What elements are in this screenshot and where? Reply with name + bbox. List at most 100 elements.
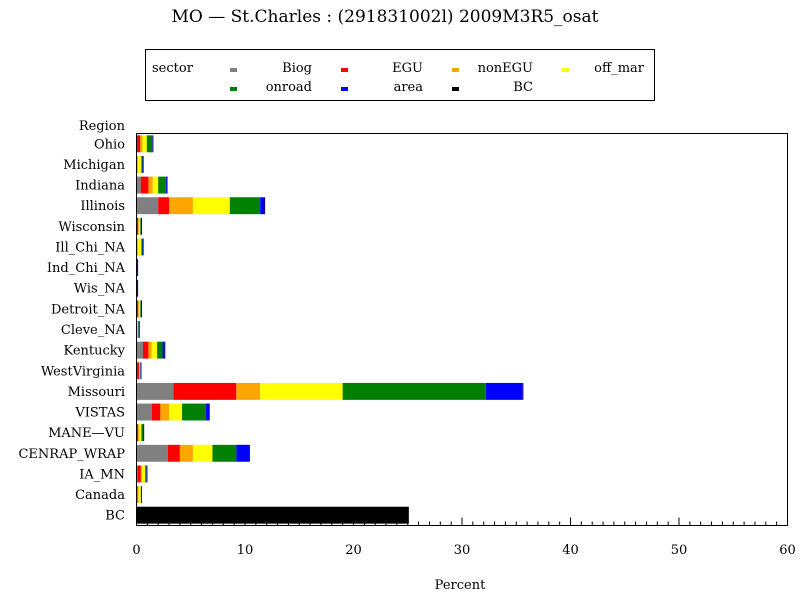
bars (136, 135, 524, 524)
bar-indiana-off-mar (152, 176, 159, 194)
bar-missouri-onroad (342, 382, 486, 400)
bar-cenrap-wrap-off-mar (192, 444, 213, 462)
legend-label-nonegu: nonEGU (478, 61, 533, 76)
bar-kentucky-area (162, 341, 165, 359)
y-tick-label: MANE—VU (48, 426, 125, 441)
y-tick-label: CENRAP_WRAP (18, 447, 125, 462)
bar-ia-mn-off-mar (141, 465, 146, 483)
legend-title: sector (152, 61, 194, 76)
y-tick-label: WestVirginia (41, 364, 125, 379)
bar-cenrap-wrap-bc (249, 444, 250, 462)
bar-indiana-bc (166, 176, 168, 194)
bar-westvirginia-nonegu (139, 362, 140, 380)
bar-illinois-egu (158, 197, 170, 215)
bar-westvirginia-bc (140, 362, 142, 380)
bar-cleve-na-nonegu (137, 321, 138, 338)
legend-swatch-off-mar (562, 68, 569, 72)
bar-kentucky-onroad (157, 341, 163, 359)
bar-mane-vu-bc (143, 424, 145, 442)
bar-ill-chi-na-area (142, 238, 144, 256)
bar-missouri-bc (522, 382, 524, 400)
bar-westvirginia-area (140, 362, 141, 380)
y-tick-label: BC (105, 509, 125, 524)
bar-mane-vu-onroad (141, 424, 144, 442)
x-tick-label: 30 (454, 543, 471, 558)
bar-detroit-na-area (140, 300, 142, 318)
bar-ohio-egu (137, 135, 141, 153)
bar-cleve-na-bc (139, 321, 140, 338)
bar-mane-vu-off-mar (139, 424, 142, 442)
y-tick-label: VISTAS (74, 406, 125, 421)
bar-kentucky-egu (143, 341, 149, 359)
bar-ohio-area (152, 135, 153, 153)
plot-frame (136, 133, 788, 526)
chart-title: MO — St.Charles : (291831002l) 2009M3R5_… (172, 7, 599, 27)
bar-michigan-onroad (141, 155, 143, 173)
legend-swatch-onroad (230, 87, 237, 91)
bar-cleve-na-area (138, 321, 140, 338)
bar-wisconsin-egu (137, 217, 139, 235)
y-tick-label: Michigan (63, 158, 125, 173)
bar-illinois-nonegu (169, 197, 193, 215)
bar-kentucky-biog (136, 341, 144, 359)
bar-ohio-bc (152, 135, 154, 153)
bar-wisconsin-nonegu (138, 217, 140, 235)
bar-missouri-nonegu (236, 382, 261, 400)
bar-michigan-area (142, 155, 144, 173)
bar-ohio-onroad (146, 135, 153, 153)
bar-bc-bc (136, 506, 409, 524)
bar-ia-mn-bc (146, 465, 148, 483)
y-axis-label: Region (79, 119, 126, 134)
bar-canada-nonegu (137, 486, 139, 504)
legend-label-egu: EGU (392, 61, 423, 76)
bar-ill-chi-na-bc (143, 238, 144, 256)
legend-swatch-egu (341, 68, 348, 72)
bar-vistas-bc (209, 403, 210, 421)
y-axis: Ohio Michigan Indiana Illinois Wisconsin Ill_… (18, 137, 125, 523)
legend-box (145, 49, 655, 101)
bar-detroit-na-nonegu (138, 300, 140, 318)
bar-ohio-off-mar (142, 135, 147, 153)
bar-illinois-off-mar (192, 197, 230, 215)
bar-cenrap-wrap-egu (167, 444, 180, 462)
bar-cenrap-wrap-area (236, 444, 250, 462)
bar-wisconsin-off-mar (139, 217, 141, 235)
y-tick-label: Kentucky (63, 344, 125, 359)
legend-swatch-bc (452, 87, 459, 91)
y-tick-label: Ohio (94, 137, 125, 152)
y-tick-label: Cleve_NA (61, 323, 126, 338)
legend-label-off-mar: off_mar (594, 61, 645, 76)
bar-missouri-egu (173, 382, 237, 400)
bar-vistas-off-mar (169, 403, 183, 421)
bar-vistas-onroad (182, 403, 206, 421)
bar-missouri-area (485, 382, 523, 400)
bar-wisconsin-onroad (140, 217, 141, 235)
bar-wisconsin-bc (141, 217, 142, 235)
bar-illinois-area (260, 197, 265, 215)
bar-kentucky-off-mar (151, 341, 158, 359)
y-tick-label: Wisconsin (58, 220, 125, 235)
x-tick-label: 60 (779, 543, 796, 558)
bar-cleve-na-onroad (138, 321, 139, 338)
x-tick-label: 0 (132, 543, 140, 558)
bar-detroit-na-onroad (140, 300, 141, 318)
bar-ia-mn-onroad (145, 465, 147, 483)
bar-michigan-nonegu (137, 155, 139, 173)
y-tick-label: Ind_Chi_NA (47, 261, 126, 276)
bar-indiana-egu (140, 176, 149, 194)
legend-swatch-biog (230, 68, 237, 72)
y-tick-label: Missouri (68, 385, 125, 400)
bar-canada-onroad (140, 486, 142, 504)
bar-ohio-nonegu (140, 135, 143, 153)
bar-canada-egu (137, 486, 138, 504)
bar-ia-mn-egu (137, 465, 141, 483)
bar-cleve-na-off-mar (137, 321, 139, 338)
legend-label-biog: Biog (282, 61, 312, 76)
x-axis-label: Percent (435, 578, 486, 593)
bar-illinois-bc (264, 197, 266, 215)
bar-cenrap-wrap-nonegu (179, 444, 193, 462)
bar-ia-mn-biog (136, 465, 138, 483)
bar-wisconsin-area (140, 217, 142, 235)
